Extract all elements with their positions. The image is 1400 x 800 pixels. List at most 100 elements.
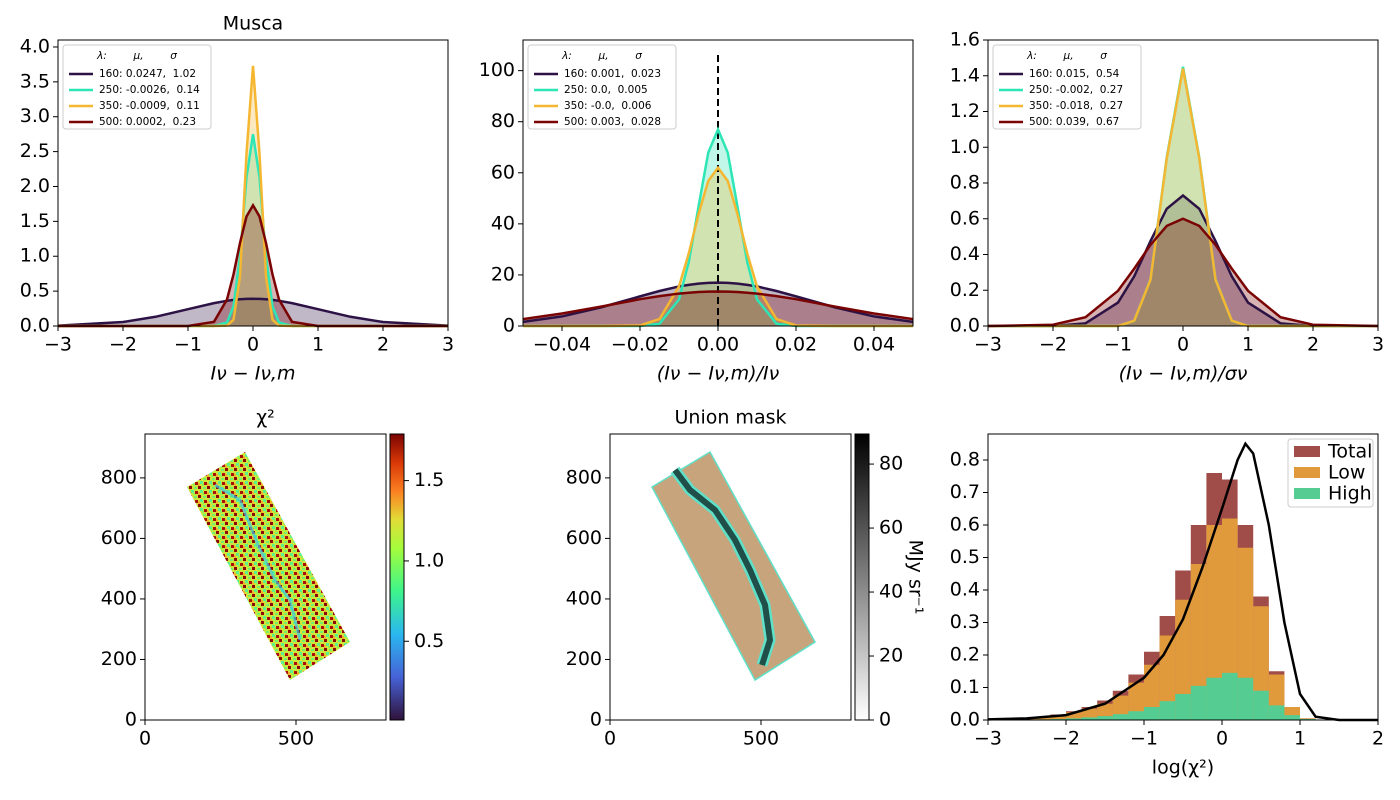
legend-label: 500: 0.0002, 0.23 bbox=[99, 116, 196, 128]
area bbox=[58, 298, 448, 326]
bar bbox=[1081, 717, 1098, 720]
bar bbox=[1081, 708, 1098, 720]
bar bbox=[1206, 677, 1222, 720]
x-tick-label: −2 bbox=[1039, 334, 1067, 356]
x-tick-label: 1 bbox=[312, 334, 324, 356]
area bbox=[988, 195, 1378, 326]
y-tick-label: 800 bbox=[101, 466, 137, 488]
bar bbox=[1050, 715, 1066, 720]
y-tick-label: 0.5 bbox=[20, 280, 50, 302]
x-tick-label: 0 bbox=[1177, 334, 1189, 356]
line bbox=[522, 290, 914, 321]
panel: 0.5 1.0 1.5 0 500 0 200 400 600 800 χ² bbox=[101, 407, 444, 750]
y-tick-label: 0.2 bbox=[950, 644, 980, 666]
bar bbox=[1128, 711, 1144, 720]
legend-label: 350: -0.018, 0.27 bbox=[1029, 100, 1123, 112]
area bbox=[523, 282, 913, 326]
y-tick-label: 0.0 bbox=[950, 315, 980, 337]
x-tick-label: 0 bbox=[247, 334, 259, 356]
area bbox=[58, 65, 448, 326]
x-tick-label: 0 bbox=[1216, 728, 1228, 750]
x-axis-label: log(χ²) bbox=[1152, 757, 1214, 779]
x-tick-label: 1 bbox=[1242, 334, 1254, 356]
chart-title: Union mask bbox=[675, 407, 787, 429]
y-tick-label: 1.0 bbox=[20, 245, 50, 267]
x-tick-label: 2 bbox=[377, 334, 389, 356]
x-tick-label: 2 bbox=[1372, 728, 1384, 750]
panel: λ: μ, σ 160: 0.001, 0.023 250: 0.0, 0.005 3… bbox=[479, 39, 914, 385]
colorbar-tick-label: 20 bbox=[879, 645, 903, 667]
panel: 0 20 40 60 80 MJy sr⁻¹ 0 500 0 200 400 600 800 Union … bbox=[566, 407, 927, 750]
y-tick-label: 0.2 bbox=[950, 279, 980, 301]
x-tick-label: 3 bbox=[1372, 334, 1384, 356]
x-tick-label: 500 bbox=[278, 728, 314, 750]
bar bbox=[1097, 703, 1113, 720]
axes-frame bbox=[987, 433, 1379, 721]
y-tick-label: 200 bbox=[566, 648, 602, 670]
y-tick-label: 800 bbox=[566, 466, 602, 488]
y-tick-label: 3.0 bbox=[20, 105, 50, 127]
bar bbox=[1237, 547, 1254, 720]
area bbox=[988, 68, 1378, 326]
chart-title: Musca bbox=[223, 13, 283, 35]
y-tick-label: 40 bbox=[491, 212, 515, 234]
legend-title: λ: μ, σ bbox=[561, 50, 642, 62]
y-tick-label: 100 bbox=[479, 59, 515, 81]
legend-box bbox=[527, 44, 677, 130]
line bbox=[988, 193, 1378, 328]
line bbox=[522, 281, 914, 324]
legend-label: 350: -0.0, 0.006 bbox=[564, 100, 652, 112]
x-axis-label: (Iν − Iν,m)/Iν bbox=[657, 363, 780, 385]
x-tick-label: 0 bbox=[604, 728, 616, 750]
legend-label: 500: 0.039, 0.67 bbox=[1029, 116, 1119, 128]
line bbox=[987, 441, 1378, 722]
y-tick-label: 1.4 bbox=[950, 64, 980, 86]
filament-trace bbox=[214, 483, 302, 641]
legend-label: 350: -0.0009, 0.11 bbox=[99, 100, 200, 112]
y-tick-label: 1.5 bbox=[20, 210, 50, 232]
legend-swatch bbox=[1294, 488, 1320, 499]
y-tick-label: 1.6 bbox=[950, 29, 980, 51]
x-tick-label: −3 bbox=[974, 334, 1002, 356]
panel: λ: μ, σ 160: 0.0247, 1.02 250: -0.0026, 0.… bbox=[20, 13, 454, 385]
x-tick-label: −0.02 bbox=[611, 334, 669, 356]
x-tick-label: −2 bbox=[1052, 728, 1080, 750]
bar bbox=[1112, 695, 1129, 720]
legend-box bbox=[992, 44, 1142, 130]
bar bbox=[1190, 685, 1207, 720]
axes-frame bbox=[144, 433, 387, 721]
legend-label: 500: 0.003, 0.028 bbox=[564, 116, 661, 128]
y-tick-label: 0.5 bbox=[950, 546, 980, 568]
bar bbox=[1190, 564, 1207, 720]
bar bbox=[1159, 701, 1176, 720]
legend: λ: μ, σ 160: 0.015, 0.54 250: -0.002, 0.27… bbox=[992, 44, 1142, 130]
y-tick-label: 400 bbox=[566, 587, 602, 609]
area bbox=[58, 205, 448, 326]
y-tick-label: 600 bbox=[566, 527, 602, 549]
x-tick-label: 0.02 bbox=[775, 334, 817, 356]
y-tick-label: 0.0 bbox=[950, 709, 980, 731]
y-tick-label: 0.3 bbox=[950, 611, 980, 633]
x-tick-label: −1 bbox=[1130, 728, 1158, 750]
x-tick-label: −1 bbox=[174, 334, 202, 356]
bar bbox=[1144, 707, 1160, 720]
legend-label: Low bbox=[1328, 462, 1365, 484]
bar bbox=[1066, 718, 1082, 720]
colorbar-tick-label: 40 bbox=[879, 581, 903, 603]
colorbar bbox=[389, 433, 405, 721]
y-tick-label: 60 bbox=[491, 161, 515, 183]
line bbox=[523, 165, 913, 328]
y-tick-label: 600 bbox=[101, 527, 137, 549]
chi2-image bbox=[187, 452, 350, 680]
x-tick-label: 3 bbox=[442, 334, 454, 356]
line bbox=[57, 297, 449, 327]
colorbar-label: MJy sr⁻¹ bbox=[905, 540, 927, 615]
y-tick-label: 0.4 bbox=[950, 243, 980, 265]
x-tick-label: −0.04 bbox=[533, 334, 591, 356]
x-axis-label: (Iν − Iν,m)/σν bbox=[1119, 363, 1248, 385]
y-tick-label: 200 bbox=[101, 648, 137, 670]
legend-label: 250: -0.0026, 0.14 bbox=[99, 84, 200, 96]
